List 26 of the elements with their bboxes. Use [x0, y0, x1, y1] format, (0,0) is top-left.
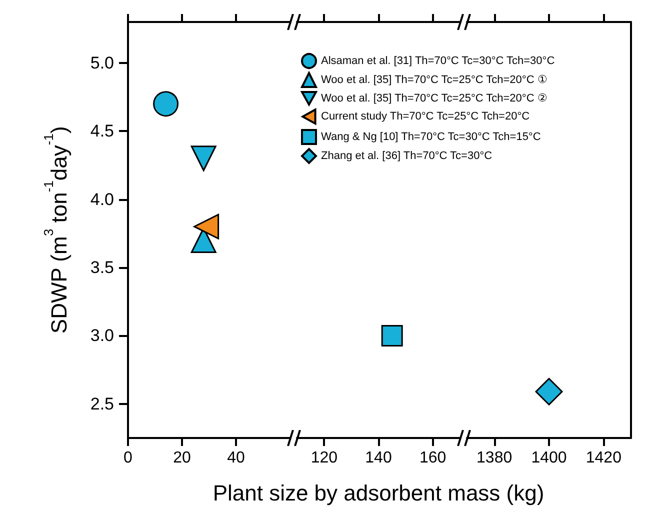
- legend-label: Zhang et al. [36] Th=70°C Tc=30°C: [321, 150, 492, 162]
- x-tick-label: 1380: [476, 450, 512, 466]
- x-axis-title: Plant size by adsorbent mass (kg): [212, 480, 544, 506]
- x-tick-label: 1420: [586, 450, 622, 466]
- legend-label: Alsaman et al. [31] Th=70°C Tc=30°C Tch=30°C: [321, 55, 555, 67]
- legend-label: Wang & Ng [10] Th=70°C Tc=30°C Tch=15°C: [321, 131, 541, 143]
- legend-label: Woo et al. [35] Th=70°C Tc=25°C Tch=20°C ①: [321, 74, 548, 86]
- x-tick-label: 120: [310, 450, 338, 466]
- point: [190, 146, 216, 172]
- x-tick-label: 140: [365, 450, 392, 466]
- point: [194, 214, 220, 240]
- y-tick-label: 3.5: [90, 258, 114, 278]
- x-tick-label: 160: [419, 450, 446, 466]
- y-tick-label: 4.0: [90, 190, 114, 209]
- y-tick-label: 4.5: [90, 122, 114, 141]
- x-tick-label: 40: [227, 450, 245, 466]
- y-axis-title: SDWP (m3 ton-1day-1): [41, 126, 72, 334]
- y-tick-label: 3.0: [90, 326, 114, 346]
- x-tick-label: 1400: [531, 450, 567, 466]
- legend-label: Current study Th=70°C Tc=25°C Tch=20°C: [321, 110, 530, 123]
- legend-label: Woo et al. [35] Th=70°C Tc=25°C Tch=20°C ②: [321, 92, 548, 104]
- y-tick-label: 2.5: [90, 394, 114, 414]
- y-tick-label: 5.0: [90, 53, 114, 72]
- point: [153, 91, 179, 117]
- x-tick-label: 20: [173, 450, 191, 466]
- x-tick-label: 0: [124, 450, 133, 466]
